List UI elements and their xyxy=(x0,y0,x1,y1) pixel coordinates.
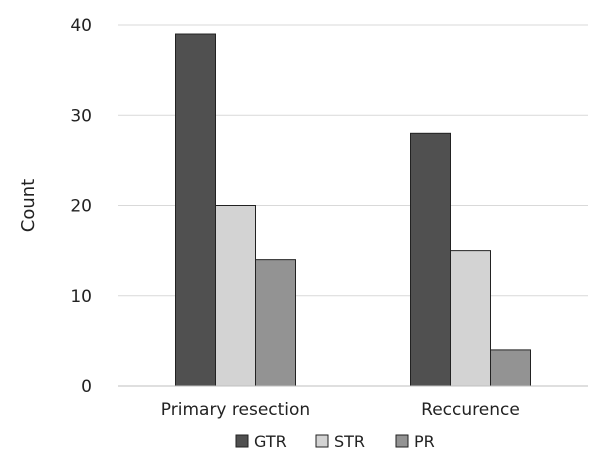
legend-swatch-pr xyxy=(395,434,409,448)
bar-pr-2 xyxy=(490,349,531,387)
legend-swatch-gtr xyxy=(235,434,249,448)
legend-label-pr: PR xyxy=(414,432,435,451)
y-axis-title: Count xyxy=(18,179,39,232)
bar-pr-1 xyxy=(255,259,296,387)
bars xyxy=(175,33,531,387)
y-tick-label: 40 xyxy=(70,16,92,36)
y-tick-label: 30 xyxy=(70,106,92,126)
legend: GTR STR PR xyxy=(235,432,435,451)
legend-label-str: STR xyxy=(334,432,365,451)
bar-str-2 xyxy=(450,250,491,387)
x-tick-label: Primary resection xyxy=(161,400,310,420)
bar-gtr-2 xyxy=(410,132,451,387)
y-tick-label: 10 xyxy=(70,287,92,307)
x-tick-labels: Primary resection Reccurence xyxy=(161,400,520,420)
bar-gtr-1 xyxy=(175,33,216,387)
y-tick-label: 0 xyxy=(81,377,92,397)
legend-label-gtr: GTR xyxy=(254,432,287,451)
x-tick-label: Reccurence xyxy=(421,400,520,420)
y-tick-label: 20 xyxy=(70,197,92,217)
bar-str-1 xyxy=(215,205,256,387)
legend-swatch-str xyxy=(315,434,329,448)
y-tick-labels: 0 10 20 30 40 xyxy=(70,16,92,397)
